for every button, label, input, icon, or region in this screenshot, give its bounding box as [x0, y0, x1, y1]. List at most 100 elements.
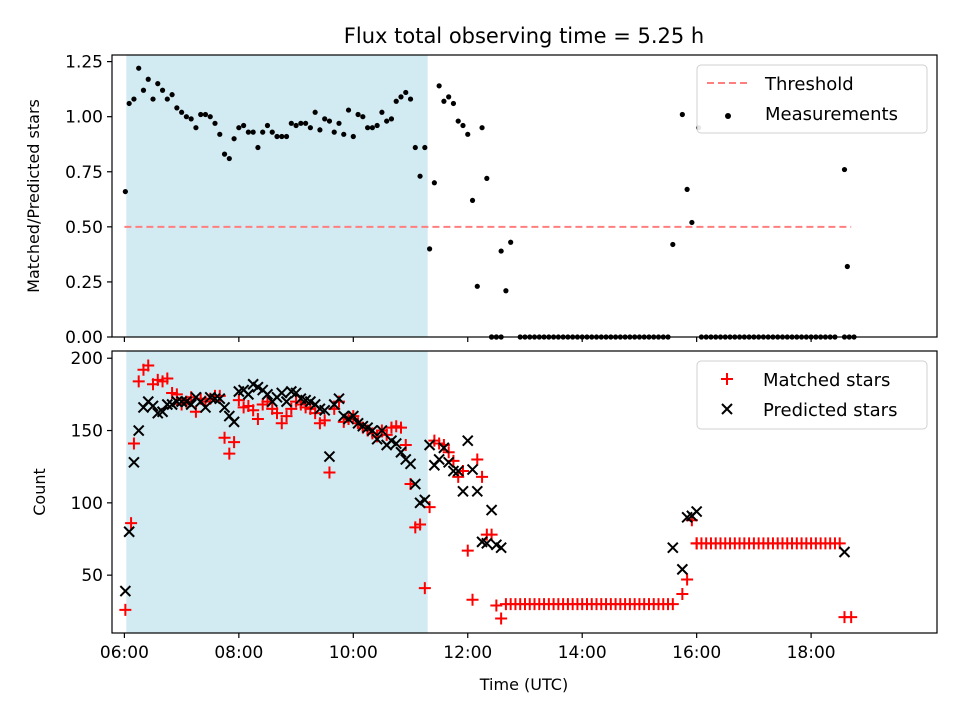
predicted-stars-point	[395, 446, 407, 458]
measurements-point	[245, 129, 251, 135]
measurements-point	[474, 283, 480, 289]
y-tick-label: 0.75	[65, 163, 103, 183]
measurements-point	[307, 125, 313, 131]
measurements-point	[231, 136, 237, 142]
predicted-stars-point	[119, 585, 132, 597]
threshold-legend-label: Threshold	[764, 74, 854, 95]
predicted-stars-point	[433, 453, 445, 466]
measurements-point	[388, 116, 395, 122]
measurements-point	[689, 219, 695, 226]
predicted-stars-point	[676, 563, 689, 576]
measurements-point	[441, 98, 447, 104]
measurements-point	[145, 76, 151, 82]
matched-stars-point	[466, 593, 479, 606]
measurements-point	[241, 122, 247, 129]
matched-stars-point	[285, 402, 298, 415]
measurements-point	[264, 122, 271, 129]
predicted-stars-point	[261, 388, 274, 401]
y-tick-label: 1.25	[65, 53, 103, 73]
measurements-point	[345, 107, 352, 113]
measurements-point	[431, 180, 437, 186]
matched-stars-point	[161, 372, 174, 385]
count-legend-box	[696, 360, 928, 430]
observing-window-shading	[126, 55, 428, 337]
matched-stars-point	[471, 453, 484, 466]
predicted-stars-point	[333, 393, 345, 405]
measurements-legend-label: Measurements	[765, 104, 898, 125]
matched-stars-point	[418, 582, 431, 595]
predicted-stars-point	[667, 541, 679, 554]
measurements-point	[450, 100, 457, 107]
measurements-point	[341, 131, 347, 137]
measurements-point	[350, 133, 356, 140]
count-panel: 50 100 150 200 06:00 08:00 10:00 12:00 14:00 16:0…	[71, 349, 938, 663]
predicted-stars-point	[442, 456, 455, 469]
measurements-point	[126, 100, 132, 107]
matched-stars-point	[461, 544, 474, 557]
measurements-point	[269, 129, 275, 135]
measurements-point	[188, 116, 194, 122]
measurements-point	[217, 131, 223, 137]
measurements-point	[179, 109, 185, 115]
matched-stars-legend-swatch	[721, 373, 733, 385]
measurements-point	[288, 120, 294, 126]
measurements-point	[460, 122, 466, 129]
x-tick-label: 14:00	[558, 643, 607, 663]
measurements-point	[212, 120, 218, 126]
x-tick-label: 16:00	[672, 643, 721, 663]
matched-stars-point	[223, 447, 236, 460]
matched-stars-point	[232, 394, 245, 407]
predicted-stars-point	[161, 398, 174, 411]
predicted-stars-point	[419, 494, 431, 506]
matched-stars-point	[228, 436, 241, 449]
matched-stars-point	[132, 375, 145, 388]
predicted-stars-point	[409, 478, 422, 490]
matched-stars-point	[490, 599, 503, 612]
measurements-point	[422, 144, 428, 151]
x-tick-label: 18:00	[787, 643, 836, 663]
measurements-point	[279, 133, 285, 140]
measurements-point	[670, 241, 676, 248]
measurements-point	[312, 109, 318, 115]
measurements-point	[479, 125, 485, 131]
x-tick-label: 06:00	[100, 643, 149, 663]
measurements-point	[236, 125, 242, 131]
predicted-stars-legend-label: Predicted stars	[763, 400, 897, 421]
measurements-point	[412, 144, 418, 151]
matched-stars-point	[119, 603, 132, 616]
measurements-point	[164, 96, 170, 102]
measurements-point	[360, 114, 366, 120]
predicted-stars-point	[366, 424, 379, 437]
measurements-point	[193, 125, 199, 131]
plot-frame	[111, 54, 938, 338]
measurements-point	[465, 131, 471, 137]
plot-frame	[111, 350, 938, 634]
predicted-stars-point	[485, 504, 498, 516]
ratio-legend: Threshold Measurements	[696, 64, 928, 134]
predicted-stars-point	[218, 401, 231, 414]
y-tick-label: 1.00	[65, 108, 103, 128]
matched-stars-point	[170, 388, 183, 401]
matched-stars-point	[318, 414, 331, 427]
predicted-stars-point	[147, 400, 159, 412]
measurements-point	[469, 197, 476, 204]
predicted-stars-point	[228, 416, 240, 428]
measurements-point	[183, 114, 189, 120]
predicted-stars-point	[347, 410, 360, 422]
matched-stars-point	[125, 517, 138, 530]
predicted-stars-point	[242, 388, 255, 401]
measurements-point	[140, 87, 147, 93]
predicted-stars-point	[276, 387, 288, 399]
measurements-point	[283, 133, 290, 140]
measurements-point	[122, 188, 128, 195]
predicted-stars-point	[447, 465, 460, 477]
predicted-stars-point	[156, 406, 169, 418]
count-y-axis-label: Count	[30, 468, 49, 516]
ratio-y-axis-label: Matched/Predicted stars	[24, 99, 43, 293]
matched-stars-point	[271, 407, 283, 420]
measurements-point	[155, 81, 161, 87]
measurements-point	[207, 114, 213, 120]
ratio-panel: 0.00 0.25 0.50 0.75 1.00 1.25	[65, 53, 938, 348]
matched-stars-point	[275, 417, 288, 430]
matched-stars-point	[476, 470, 489, 483]
